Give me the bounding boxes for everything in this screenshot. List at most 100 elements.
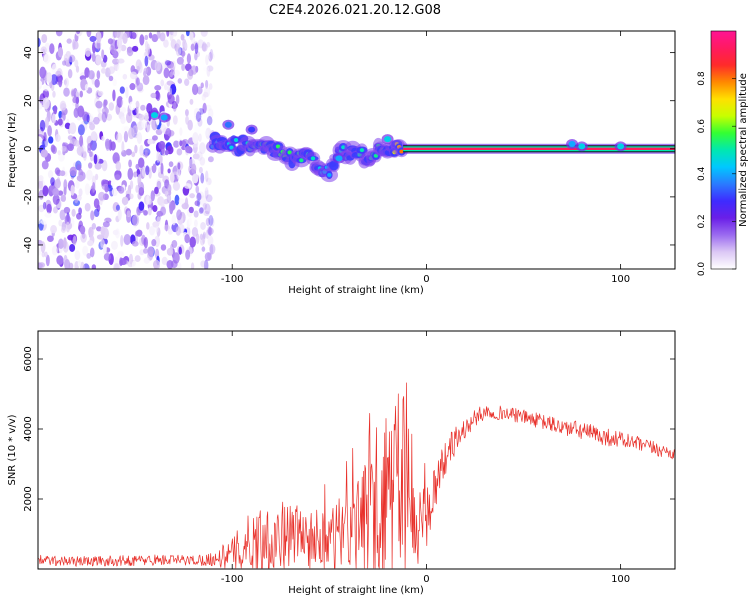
- noise-blob: [89, 247, 95, 258]
- noise-blob: [93, 154, 98, 165]
- noise-blob: [123, 233, 131, 246]
- noise-blob: [195, 233, 200, 244]
- noise-blob: [131, 260, 137, 269]
- snr-series-line: [38, 382, 675, 569]
- snr-y-label: SNR (10 * v/v): [7, 414, 18, 485]
- noise-blob: [177, 162, 181, 170]
- noise-blob: [71, 208, 76, 217]
- noise-blob: [201, 41, 207, 52]
- noise-blob: [176, 209, 182, 221]
- noise-blob: [95, 100, 103, 109]
- noise-blob: [205, 194, 213, 203]
- noise-blob: [77, 105, 85, 118]
- snr-frame: [37, 330, 676, 570]
- noise-blob: [74, 250, 81, 261]
- noise-blob: [136, 82, 144, 92]
- noise-blob: [204, 129, 209, 137]
- x-tick-label: -100: [221, 574, 244, 585]
- noise-blob: [185, 31, 190, 37]
- noise-blob: [203, 259, 209, 269]
- noise-blob: [101, 135, 105, 142]
- noise-blob: [143, 248, 148, 254]
- noise-blob: [91, 222, 97, 230]
- noise-blob: [191, 226, 199, 237]
- noise-blob: [169, 172, 175, 183]
- noise-blob: [193, 210, 199, 218]
- noise-blob: [107, 38, 114, 45]
- noise-blob: [67, 135, 74, 141]
- noise-blob: [207, 226, 211, 236]
- noise-blob: [204, 252, 212, 262]
- colorbar-tick-label: 0.0: [697, 262, 707, 277]
- noise-blob: [84, 47, 91, 58]
- noise-blob: [143, 257, 150, 264]
- noise-blob: [184, 78, 190, 87]
- noise-blob: [185, 145, 192, 154]
- noise-blob: [110, 46, 117, 55]
- noise-blob: [147, 207, 152, 216]
- noise-blob: [122, 32, 128, 45]
- noise-blob: [86, 31, 92, 38]
- noise-blob: [86, 252, 92, 259]
- noise-blob: [200, 195, 207, 207]
- noise-blob: [202, 102, 207, 114]
- noise-blob: [148, 169, 152, 179]
- noise-blob: [108, 102, 115, 111]
- noise-blob: [164, 83, 168, 91]
- noise-blob: [131, 240, 139, 247]
- noise-blob: [50, 177, 55, 186]
- noise-blob: [86, 169, 93, 181]
- noise-blob: [116, 132, 123, 143]
- noise-blob: [40, 46, 47, 55]
- colorbar-ticks: 0.0 0.2 0.4 0.6 0.8: [697, 71, 736, 276]
- noise-blob: [122, 73, 128, 80]
- noise-blob: [194, 42, 199, 55]
- noise-blob: [192, 132, 199, 144]
- y-tick-label: 40: [23, 46, 34, 59]
- noise-blob: [156, 180, 162, 190]
- noise-blob: [57, 118, 63, 126]
- noise-blob: [205, 79, 209, 89]
- noise-blob: [40, 149, 48, 158]
- x-tick-label: 0: [423, 574, 429, 585]
- signal-core: [327, 172, 332, 177]
- colorbar-tick-label: 0.4: [697, 166, 707, 181]
- noise-blob: [183, 183, 192, 189]
- secondary-blob: [568, 140, 576, 147]
- noise-blob: [208, 52, 213, 62]
- noise-blob: [139, 34, 145, 46]
- noise-blob: [58, 77, 63, 88]
- noise-blob: [148, 32, 153, 39]
- noise-blob: [139, 144, 144, 157]
- noise-blob: [200, 172, 205, 184]
- noise-blob: [57, 47, 64, 58]
- noise-blob: [63, 87, 70, 97]
- noise-blob: [132, 214, 140, 227]
- noise-blob: [175, 94, 180, 105]
- secondary-blob: [160, 114, 168, 121]
- noise-blob: [88, 70, 95, 80]
- noise-blob: [102, 221, 110, 228]
- secondary-blob: [617, 143, 625, 150]
- noise-blob: [77, 260, 81, 267]
- noise-blob: [153, 259, 160, 269]
- signal-core: [359, 148, 365, 153]
- noise-blob: [38, 175, 44, 182]
- noise-blob: [114, 174, 121, 181]
- noise-blob: [165, 127, 172, 139]
- noise-blob: [151, 34, 159, 43]
- noise-blob: [144, 34, 149, 41]
- noise-blob: [137, 174, 142, 187]
- noise-blob: [163, 224, 170, 231]
- noise-blob: [77, 124, 85, 136]
- noise-blob: [129, 71, 138, 80]
- noise-blob: [190, 65, 198, 75]
- noise-blob: [42, 185, 49, 197]
- noise-blob: [67, 69, 73, 79]
- noise-blob: [78, 188, 83, 197]
- noise-blob: [166, 193, 172, 204]
- noise-blob: [173, 140, 180, 148]
- noise-blob: [171, 214, 177, 226]
- noise-blob: [88, 162, 93, 169]
- noise-blob: [206, 116, 213, 126]
